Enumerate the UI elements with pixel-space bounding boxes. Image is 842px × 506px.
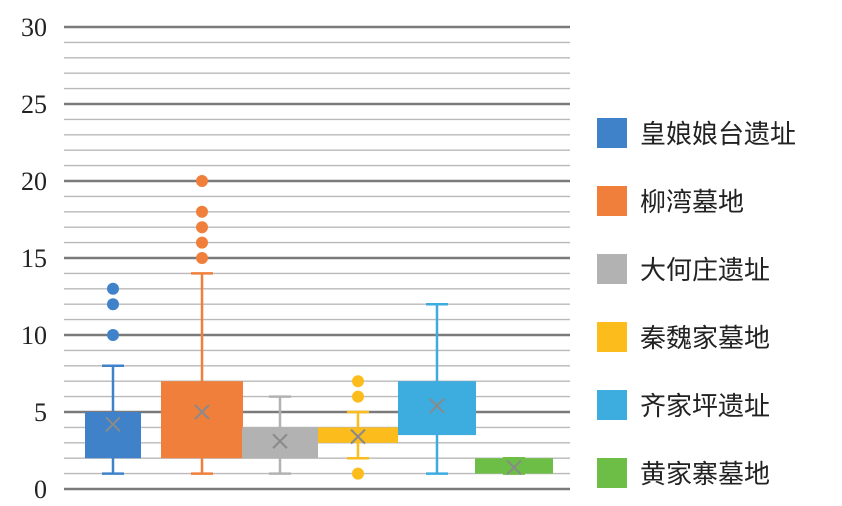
legend-item: 齐家坪遗址 [597, 390, 770, 422]
outlier-point [107, 329, 119, 341]
box-body [242, 427, 318, 459]
box-body [475, 458, 553, 474]
legend-swatch [597, 322, 627, 352]
box-body [318, 427, 398, 443]
outlier-point [196, 205, 208, 218]
legend-item: 秦魏家墓地 [597, 322, 770, 354]
legend-item: 黄家寨墓地 [597, 458, 770, 490]
mean-marker [350, 428, 366, 445]
y-tick-label: 10 [21, 321, 47, 350]
y-axis: 0 5 10 15 20 25 30 [21, 13, 47, 504]
box-1 [85, 282, 141, 475]
legend-swatch [597, 458, 627, 488]
y-tick-label: 25 [21, 90, 47, 119]
outlier-point [196, 221, 208, 234]
y-tick-label: 5 [34, 398, 47, 427]
box-6 [475, 456, 553, 476]
box-2 [161, 175, 243, 475]
box-3 [242, 395, 318, 475]
y-tick-label: 30 [21, 13, 47, 42]
mean-marker [194, 404, 210, 420]
legend-swatch [597, 254, 627, 284]
legend-swatch [597, 186, 627, 216]
mean-marker [506, 459, 522, 476]
y-tick-label: 20 [21, 167, 47, 196]
legend-label: 柳湾墓地 [640, 188, 744, 218]
outlier-point [352, 467, 364, 480]
outlier-point [196, 252, 208, 264]
legend-label: 大何庄遗址 [640, 256, 770, 286]
legend-item: 皇娘娘台遗址 [597, 118, 796, 150]
box-body [398, 381, 476, 436]
mean-marker [105, 416, 121, 433]
legend-swatch [597, 390, 627, 420]
legend-swatch [597, 118, 627, 148]
outlier-point [352, 375, 364, 388]
box-5 [398, 302, 476, 475]
outlier-point [196, 236, 208, 249]
legend-label: 皇娘娘台遗址 [640, 120, 796, 150]
y-tick-label: 0 [34, 475, 47, 504]
legend-label: 齐家坪遗址 [640, 392, 770, 422]
legend-item: 柳湾墓地 [597, 186, 744, 218]
legend-label: 黄家寨墓地 [640, 460, 770, 490]
box-body [85, 412, 141, 459]
box-body [161, 381, 243, 459]
mean-marker [272, 433, 288, 449]
outlier-point [196, 175, 208, 187]
mean-marker [429, 398, 445, 414]
box-4 [318, 375, 398, 480]
outlier-point [107, 298, 119, 311]
grid-lines [64, 25, 570, 491]
outlier-point [352, 390, 364, 403]
legend-label: 秦魏家墓地 [640, 324, 770, 354]
y-tick-label: 15 [21, 244, 47, 273]
boxes [85, 175, 553, 480]
outlier-point [107, 282, 119, 295]
legend-item: 大何庄遗址 [597, 254, 770, 286]
